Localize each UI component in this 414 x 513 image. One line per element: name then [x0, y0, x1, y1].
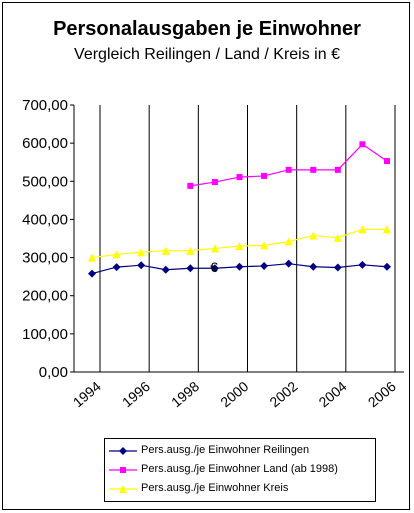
y-tick-label: 200,00 — [22, 288, 68, 305]
data-point — [284, 237, 293, 246]
legend-marker-kreis — [109, 485, 137, 493]
x-tick-label: 2006 — [365, 378, 399, 410]
data-point — [186, 264, 195, 273]
chart-annotation: € — [210, 259, 218, 275]
data-point — [112, 250, 121, 259]
data-point — [161, 265, 170, 274]
data-point — [334, 166, 341, 173]
legend-item-reilingen: Pers.ausg./je Einwohner Reilingen — [109, 443, 373, 461]
data-point — [333, 233, 342, 242]
data-point — [285, 166, 292, 173]
legend-item-land: Pers.ausg./je Einwohner Land (ab 1998) — [109, 462, 373, 480]
y-tick-label: 600,00 — [22, 135, 68, 152]
data-point — [88, 253, 96, 262]
data-point — [383, 225, 391, 234]
data-point — [284, 259, 293, 268]
data-point — [112, 263, 121, 272]
legend-item-kreis: Pers.ausg./je Einwohner Kreis — [109, 481, 373, 499]
data-point — [383, 262, 391, 271]
x-tick-label: 2000 — [217, 378, 251, 410]
y-tick-label: 700,00 — [22, 97, 68, 114]
y-tick-label: 500,00 — [22, 173, 68, 190]
data-point — [210, 264, 219, 273]
series-line — [190, 143, 388, 187]
data-point — [137, 261, 146, 270]
chart-frame — [2, 2, 410, 510]
data-point — [186, 246, 195, 255]
data-point — [310, 166, 317, 173]
x-tick-label: 2004 — [316, 378, 350, 410]
data-point — [210, 244, 219, 253]
legend-label-kreis: Pers.ausg./je Einwohner Kreis — [141, 482, 289, 494]
data-point — [359, 141, 366, 148]
x-tick-label: 1994 — [70, 378, 104, 410]
data-point — [384, 158, 390, 165]
data-point — [235, 242, 244, 251]
chart-subtitle: Vergleich Reilingen / Land / Kreis in € — [74, 46, 340, 63]
legend-label-reilingen: Pers.ausg./je Einwohner Reilingen — [141, 444, 310, 456]
x-tick-label: 1996 — [119, 378, 153, 410]
y-tick-label: 400,00 — [22, 211, 68, 228]
legend: Pers.ausg./je Einwohner Reilingen Pers.a… — [104, 438, 376, 502]
y-tick-label: 100,00 — [22, 326, 68, 343]
y-tick-label: 300,00 — [22, 250, 68, 267]
data-point — [211, 179, 218, 186]
data-point — [358, 260, 367, 269]
data-point — [88, 269, 96, 278]
data-point — [137, 248, 146, 257]
legend-marker-land — [109, 467, 137, 473]
legend-label-land: Pers.ausg./je Einwohner Land (ab 1998) — [141, 463, 338, 475]
data-point — [260, 241, 269, 250]
x-tick-label: 2002 — [266, 378, 300, 410]
data-point — [309, 231, 318, 240]
chart-title: Personalausgaben je Einwohner — [53, 18, 361, 40]
data-point — [235, 262, 244, 271]
data-point — [260, 261, 269, 270]
data-point — [261, 172, 268, 179]
y-tick-label: 0,00 — [39, 364, 68, 381]
legend-marker-reilingen — [109, 447, 137, 455]
data-point — [236, 174, 243, 181]
x-tick-label: 1998 — [168, 378, 202, 410]
data-point — [161, 246, 170, 255]
data-point — [358, 225, 367, 234]
data-point — [333, 263, 342, 272]
data-point — [309, 262, 318, 271]
data-point — [187, 182, 194, 189]
